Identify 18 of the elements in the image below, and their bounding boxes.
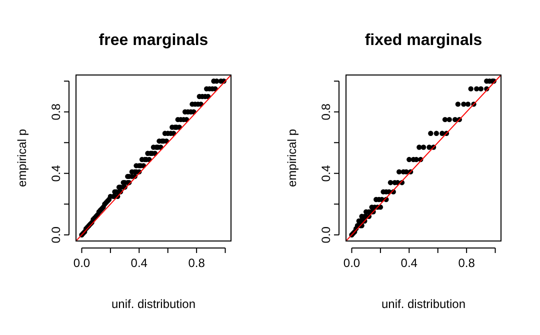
chart-title: fixed marginals (364, 32, 482, 49)
x-tick-label: 0.4 (400, 256, 418, 270)
y-tick-label: 0.4 (49, 164, 63, 182)
x-tick-label: 0.8 (188, 256, 206, 270)
y-axis-title: empirical p (15, 128, 29, 188)
y-axis-title: empirical p (285, 128, 299, 188)
y-tick-label: 0.0 (49, 226, 63, 244)
chart-title: free marginals (98, 32, 208, 49)
x-tick-label: 0.8 (458, 256, 476, 270)
y-tick-label: 0.8 (319, 103, 333, 120)
y-tick-label: 0.4 (319, 164, 333, 182)
x-tick-label: 0.0 (343, 256, 360, 270)
x-tick-label: 0.0 (73, 256, 90, 270)
x-axis-title: unif. distribution (111, 297, 196, 311)
y-tick-label: 0.8 (49, 103, 63, 120)
x-tick-label: 0.4 (130, 256, 148, 270)
y-tick-label: 0.0 (319, 226, 333, 244)
x-axis-title: unif. distribution (381, 297, 466, 311)
